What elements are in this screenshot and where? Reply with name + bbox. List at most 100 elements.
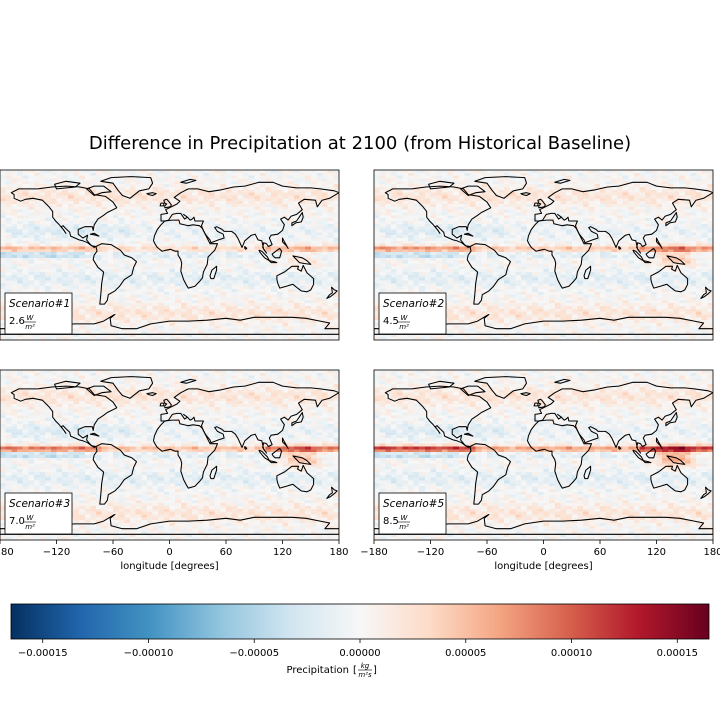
coast-japan bbox=[291, 211, 304, 227]
forcing-value: 4.5 bbox=[383, 316, 399, 327]
scenario-name: Scenario#5 bbox=[383, 498, 444, 510]
coast-britain bbox=[163, 398, 172, 409]
coast-iceland bbox=[520, 392, 531, 397]
coast-eurasia bbox=[160, 181, 339, 254]
coast-newGuinea bbox=[292, 455, 312, 465]
precip-field-4 bbox=[374, 370, 713, 540]
colorbar-label: Precipitation bbox=[286, 665, 349, 676]
coast-britain bbox=[537, 398, 546, 409]
coast-newZealand bbox=[700, 286, 712, 299]
coast-sriLanka bbox=[618, 445, 622, 450]
coast-ireland bbox=[533, 402, 539, 407]
coast-northAmerica bbox=[384, 185, 492, 248]
coast-africa bbox=[152, 219, 219, 289]
coast-svalbard bbox=[554, 178, 571, 184]
x-tick-label: 180 bbox=[703, 547, 720, 558]
x-tick-label: −120 bbox=[43, 547, 70, 558]
coast-madagascar bbox=[209, 465, 218, 480]
figure-title: Difference in Precipitation at 2100 (fro… bbox=[89, 133, 631, 154]
coast-cuba bbox=[89, 232, 100, 237]
coast-philippines bbox=[655, 237, 663, 249]
coast-southAmerica bbox=[92, 443, 138, 505]
coast-iceland bbox=[146, 392, 157, 397]
coast-svalbard bbox=[554, 378, 571, 384]
coast-eurasia bbox=[534, 381, 713, 454]
coast-borneo bbox=[271, 447, 283, 459]
colorbar-unit-den: m²s bbox=[358, 671, 372, 679]
x-tick-label: −120 bbox=[417, 547, 444, 558]
coastlines-1 bbox=[0, 176, 339, 335]
coast-iceland bbox=[520, 192, 531, 197]
coast-cuba bbox=[463, 232, 474, 237]
forcing-unit-den: m² bbox=[25, 323, 35, 331]
coast-baffin bbox=[86, 385, 112, 397]
coast-sriLanka bbox=[244, 245, 248, 250]
coast-svalbard bbox=[180, 378, 197, 384]
coast-java bbox=[268, 460, 278, 464]
coast-australia bbox=[276, 464, 315, 493]
coast-britain bbox=[537, 198, 546, 209]
forcing-unit-den: m² bbox=[399, 323, 409, 331]
colorbar-bracket-close: ] bbox=[373, 665, 377, 676]
coast-borneo bbox=[271, 247, 283, 259]
coast-philippines bbox=[655, 437, 663, 449]
x-tick-label: 120 bbox=[273, 547, 292, 558]
precip-field-3 bbox=[0, 370, 339, 540]
forcing-value: 7.0 bbox=[9, 516, 25, 527]
coast-newGuinea bbox=[292, 255, 312, 265]
coast-japan bbox=[665, 411, 678, 427]
forcing-value: 2.6 bbox=[9, 316, 25, 327]
forcing-unit-num: W bbox=[401, 314, 409, 322]
coast-baffin bbox=[460, 385, 486, 397]
coast-baffin bbox=[86, 185, 112, 197]
colorbar-tick-label: 0.00010 bbox=[551, 648, 592, 659]
colorbar-unit-num: kg bbox=[361, 662, 370, 670]
x-axis-1: −180 −120 −60 0 60 120 180 longitude [degrees] bbox=[0, 540, 349, 572]
coast-madagascar bbox=[583, 265, 592, 280]
coast-newGuinea bbox=[666, 455, 686, 465]
forcing-unit-den: m² bbox=[25, 523, 35, 531]
coast-greenland bbox=[100, 176, 154, 199]
colorbar-bracket-open: [ bbox=[353, 665, 357, 676]
x-axis-label: longitude [degrees] bbox=[494, 561, 592, 572]
scenario-annotation: Scenario#5 8.5 Wm² bbox=[378, 492, 447, 535]
coast-greenland bbox=[474, 176, 528, 199]
coast-japan bbox=[665, 211, 678, 227]
scenario-annotation: Scenario#1 2.6 Wm² bbox=[4, 292, 73, 335]
coast-australia bbox=[650, 264, 689, 293]
coast-northAmerica bbox=[10, 385, 118, 448]
x-axis-label: longitude [degrees] bbox=[120, 561, 218, 572]
map-panel-4: Scenario#5 8.5 Wm² bbox=[373, 369, 714, 541]
coast-newZealand bbox=[326, 486, 338, 499]
map-panel-2: Scenario#2 4.5 Wm² bbox=[373, 169, 714, 341]
colorbar-scale bbox=[10, 603, 710, 640]
forcing-unit-num: W bbox=[401, 514, 409, 522]
x-tick-label: 180 bbox=[329, 547, 348, 558]
coast-ireland bbox=[159, 202, 165, 207]
colorbar-tick-label: −0.00010 bbox=[124, 648, 174, 659]
coast-africa bbox=[526, 219, 593, 289]
coast-newZealand bbox=[326, 286, 338, 299]
x-axis-2: −180 −120 −60 0 60 120 180 longitude [degrees] bbox=[360, 540, 720, 572]
map-panel-1: Scenario#1 2.6 Wm² bbox=[0, 169, 340, 341]
coast-southAmerica bbox=[92, 243, 138, 305]
coast-cuba bbox=[89, 432, 100, 437]
coast-arcticIsl bbox=[428, 180, 455, 190]
x-tick-label: 60 bbox=[594, 547, 607, 558]
coast-newZealand bbox=[700, 486, 712, 499]
x-tick-label: −60 bbox=[476, 547, 497, 558]
precip-field-2 bbox=[374, 170, 713, 340]
scenario-annotation: Scenario#2 4.5 Wm² bbox=[378, 292, 447, 335]
panel-frame bbox=[373, 169, 714, 341]
scenario-name: Scenario#1 bbox=[9, 298, 70, 310]
x-tick-label: −60 bbox=[102, 547, 123, 558]
forcing-unit-num: W bbox=[27, 514, 35, 522]
coast-australia bbox=[650, 464, 689, 493]
colorbar-tick-label: −0.00005 bbox=[229, 648, 279, 659]
coastlines-2 bbox=[374, 176, 713, 335]
coast-africa bbox=[526, 419, 593, 489]
coast-eurasia bbox=[160, 381, 339, 454]
coast-arcticIsl bbox=[428, 380, 455, 390]
